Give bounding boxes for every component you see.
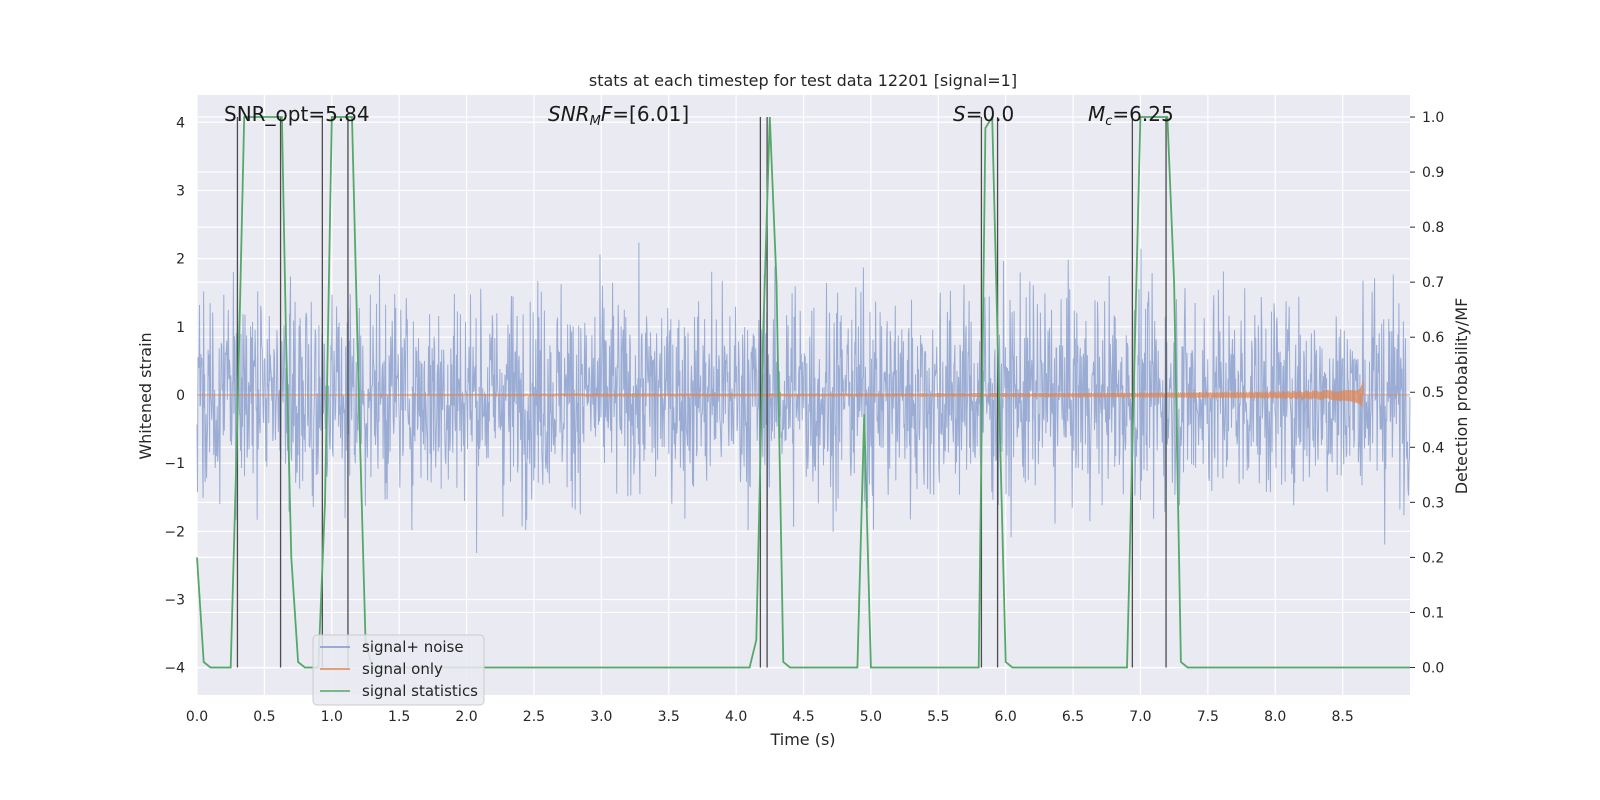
y-left-tick-label: 0 <box>176 388 185 404</box>
x-tick-label: 7.5 <box>1197 709 1219 725</box>
y-right-tick-label: 0.4 <box>1422 440 1444 456</box>
series-signal-only <box>196 380 1410 408</box>
y-right-tick-label: 0.0 <box>1422 660 1444 676</box>
y-left-tick-label: 1 <box>176 320 185 336</box>
x-tick-label: 4.0 <box>725 709 747 725</box>
x-tick-label: 7.0 <box>1129 709 1151 725</box>
y-left-tick-label: −3 <box>164 593 185 609</box>
y-left-tick-label: −1 <box>164 456 185 472</box>
x-tick-label: 0.5 <box>253 709 275 725</box>
legend: signal+ noise signal only signal statist… <box>312 634 485 706</box>
x-tick-label: 8.5 <box>1331 709 1353 725</box>
y-right-tick-label: 0.8 <box>1422 220 1444 236</box>
y-axis-left-ticks: −4 −3 −2 −1 0 1 2 3 4 <box>164 115 185 676</box>
line-signal-only <box>196 380 1410 408</box>
y-left-tick-label: −4 <box>164 661 185 677</box>
x-axis-ticks: 0.0 0.5 1.0 1.5 2.0 2.5 3.0 3.5 4.0 4.5 5.0 5.5 6.0 6… <box>186 709 1354 725</box>
chart-title: stats at each timestep for test data 122… <box>589 71 1017 90</box>
y-right-tick-label: 0.7 <box>1422 275 1444 291</box>
annotation-snr-mf: SNRMF=[6.01] <box>548 102 689 129</box>
y-right-tick-label: 0.1 <box>1422 605 1444 621</box>
x-tick-label: 8.0 <box>1264 709 1286 725</box>
x-tick-label: 4.5 <box>792 709 814 725</box>
y-left-tick-label: −2 <box>164 524 185 540</box>
x-tick-label: 1.5 <box>388 709 410 725</box>
x-tick-label: 3.0 <box>590 709 612 725</box>
y-right-tick-label: 0.9 <box>1422 165 1444 181</box>
annotation-s-value: S=0.0 <box>953 102 1014 126</box>
annotation-mc-value: Mc=6.25 <box>1088 102 1174 129</box>
y-right-tick-label: 0.3 <box>1422 495 1444 511</box>
y-left-tick-label: 2 <box>176 252 185 268</box>
y-right-tick-label: 0.6 <box>1422 330 1444 346</box>
x-tick-label: 0.0 <box>186 709 208 725</box>
plot-area <box>196 95 1411 695</box>
y-axis-left-label: Whitened strain <box>136 332 155 459</box>
y-axis-right-ticks: 0.0 0.1 0.2 0.3 0.4 0.5 0.6 0.7 0.8 0.9 1.0 <box>1410 110 1444 676</box>
x-tick-label: 3.5 <box>658 709 680 725</box>
series-signal-statistics <box>196 113 1410 669</box>
annotation-snr-opt: SNR_opt=5.84 <box>224 102 370 126</box>
annotations: SNR_opt=5.84 SNRMF=[6.01] S=0.0 Mc=6.25 <box>224 102 1174 129</box>
line-signal-plus-noise <box>196 242 1411 554</box>
x-tick-label: 6.5 <box>1062 709 1084 725</box>
y-right-tick-label: 1.0 <box>1422 110 1444 126</box>
legend-label-noise: signal+ noise <box>362 638 464 656</box>
legend-box <box>312 634 485 706</box>
y-left-tick-label: 3 <box>176 183 185 199</box>
line-signal-statistics <box>196 113 1410 669</box>
series-signal-plus-noise <box>196 242 1411 554</box>
x-tick-label: 5.5 <box>927 709 949 725</box>
x-tick-label: 2.0 <box>455 709 477 725</box>
legend-label-signal: signal only <box>362 660 443 678</box>
y-axis-right-label: Detection probability/MF <box>1452 298 1471 495</box>
x-axis-label: Time (s) <box>769 730 835 749</box>
x-tick-label: 6.0 <box>995 709 1017 725</box>
x-tick-label: 5.0 <box>860 709 882 725</box>
y-left-tick-label: 4 <box>176 115 185 131</box>
legend-label-stats: signal statistics <box>362 682 478 700</box>
x-tick-label: 2.5 <box>523 709 545 725</box>
y-right-tick-label: 0.5 <box>1422 385 1444 401</box>
x-tick-label: 1.0 <box>321 709 343 725</box>
y-right-tick-label: 0.2 <box>1422 550 1444 566</box>
